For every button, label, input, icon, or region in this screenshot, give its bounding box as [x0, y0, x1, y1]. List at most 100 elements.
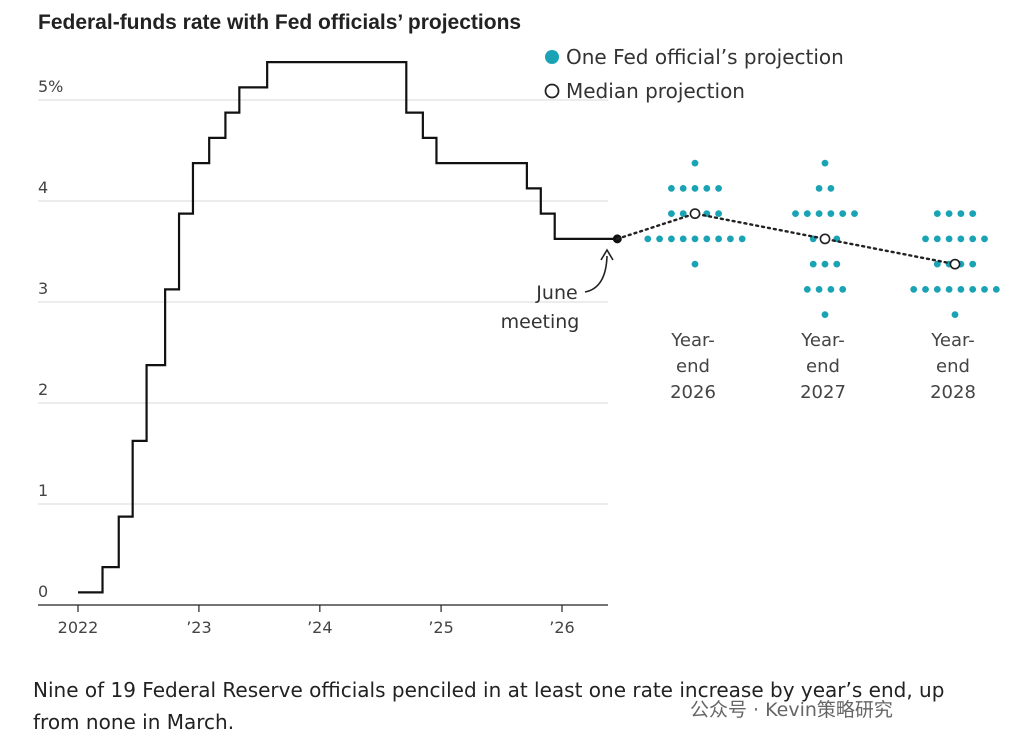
x-tick-label: ’25: [428, 618, 453, 637]
official-projection-dot: [827, 184, 835, 192]
x-tick-label: 2022: [58, 618, 99, 637]
official-projection-dot: [727, 235, 734, 243]
official-projection-dot: [933, 210, 941, 218]
official-projection-dot: [715, 210, 722, 218]
chart-title: Federal-funds rate with Fed officials’ p…: [38, 11, 521, 34]
official-projection-dot: [827, 285, 835, 293]
projection-year-label: end: [936, 356, 970, 377]
projection-year-label: 2026: [670, 382, 716, 403]
official-projection-dot: [981, 285, 988, 293]
official-projection-dot: [992, 285, 1000, 293]
legend-median-label: Median projection: [566, 79, 745, 103]
official-projection-dot: [957, 210, 965, 218]
official-projection-dot: [679, 184, 687, 192]
official-projection-dot: [945, 285, 953, 293]
official-projection-dot: [922, 285, 929, 293]
grid-lines: [38, 99, 608, 505]
legend-dot-swatch: [545, 50, 559, 64]
caption: Nine of 19 Federal Reserve officials pen…: [33, 678, 944, 734]
official-projection-dot: [815, 285, 823, 293]
official-projection-dot: [815, 210, 823, 218]
official-projection-dot: [803, 210, 811, 218]
official-projection-dot: [945, 235, 953, 243]
annotation-arrow-head: [600, 248, 614, 261]
official-projection-dot: [951, 311, 959, 319]
official-projection-dot: [809, 260, 817, 268]
official-projection-dot: [715, 184, 722, 192]
official-projection-dot: [691, 235, 699, 243]
y-tick-label: 2: [38, 380, 48, 399]
official-projection-dot: [969, 210, 977, 218]
official-projection-dot: [821, 159, 829, 167]
annotation-line-2: meeting: [501, 311, 580, 333]
caption-line-2: from none in March.: [33, 710, 234, 734]
x-tick-label: ’26: [549, 618, 574, 637]
official-projection-dot: [933, 285, 941, 293]
official-projection-dot: [715, 235, 722, 243]
official-projection-dot: [922, 235, 929, 243]
median-projection-marker: [689, 208, 701, 220]
official-projection-dot: [851, 210, 858, 218]
official-projection-dot: [827, 210, 835, 218]
official-projection-dot: [981, 235, 988, 243]
official-projection-dot: [933, 235, 941, 243]
official-projection-dot: [691, 184, 699, 192]
official-projection-dot: [815, 184, 823, 192]
official-projection-dot: [933, 260, 941, 268]
projections: Year-end 2026 Year-end 2027 Year-end 2028: [616, 159, 1000, 403]
y-tick-label: 0: [38, 582, 48, 601]
y-tick-label: 1: [38, 481, 48, 500]
projection-year-label: Year-: [800, 330, 844, 351]
official-projection-dot: [738, 235, 746, 243]
official-projection-dot: [703, 184, 711, 192]
official-projection-dot: [644, 235, 652, 243]
official-projection-dot: [969, 235, 977, 243]
official-projection-dot: [691, 159, 699, 167]
y-tick-label: 3: [38, 279, 48, 298]
median-projection-marker: [949, 258, 961, 270]
projection-year-label: Year-: [930, 330, 974, 351]
june-meeting-annotation: June meeting: [501, 248, 614, 333]
median-projection-line: [616, 212, 957, 266]
x-tick-label: ’24: [307, 618, 332, 637]
official-projection-dot: [821, 260, 829, 268]
legend: One Fed official’s projection Median pro…: [544, 45, 844, 103]
y-axis-ticks: 0 1 2 3 4 5%: [38, 77, 63, 601]
official-projection-dot: [668, 210, 675, 218]
projection-year-label: 2027: [800, 382, 846, 403]
annotation-line-1: June: [535, 282, 577, 304]
official-projection-dot: [945, 210, 953, 218]
projection-year-label: Year-: [670, 330, 714, 351]
official-projection-dot: [703, 235, 711, 243]
official-projection-dot: [679, 210, 687, 218]
projection-year-label: end: [806, 356, 840, 377]
official-projection-dot: [957, 235, 965, 243]
official-projection-dot: [803, 285, 811, 293]
median-projection-marker: [819, 233, 831, 245]
legend-median-swatch: [544, 83, 560, 99]
projection-year-label: end: [676, 356, 710, 377]
legend-dot-label: One Fed official’s projection: [566, 45, 844, 69]
caption-line-1: Nine of 19 Federal Reserve officials pen…: [33, 678, 944, 702]
annotation-arrow-curve: [584, 255, 608, 293]
official-projection-dot: [969, 260, 977, 268]
x-tick-label: ’23: [186, 618, 211, 637]
official-projection-dot: [910, 285, 918, 293]
official-projection-dot: [821, 311, 829, 319]
official-projection-dot: [957, 285, 965, 293]
fed-funds-step-line: [78, 61, 618, 594]
official-projection-dot: [969, 285, 977, 293]
x-axis: 2022 ’23 ’24 ’25 ’26: [38, 604, 608, 637]
official-projection-dot: [839, 210, 847, 218]
watermark: 公众号 · Kevin策略研究: [690, 699, 893, 721]
official-projection-dot: [656, 235, 663, 243]
official-projection-dot: [668, 235, 675, 243]
projection-year-label: 2028: [930, 382, 976, 403]
official-projection-dot: [833, 260, 841, 268]
official-projection-dot: [668, 184, 675, 192]
official-projection-dot: [679, 235, 687, 243]
y-tick-label: 5%: [38, 77, 63, 96]
official-projection-dot: [691, 260, 699, 268]
official-projection-dot: [792, 210, 799, 218]
